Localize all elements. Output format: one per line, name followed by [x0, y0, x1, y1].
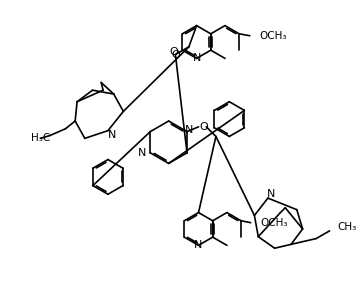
Text: O: O — [199, 122, 208, 132]
Text: N: N — [194, 240, 203, 250]
Text: CH₃: CH₃ — [337, 222, 357, 232]
Text: OCH₃: OCH₃ — [260, 31, 287, 41]
Text: H₃C: H₃C — [31, 133, 50, 143]
Text: O: O — [169, 47, 178, 57]
Text: N: N — [107, 130, 116, 139]
Text: OCH₃: OCH₃ — [260, 218, 288, 228]
Text: N: N — [185, 125, 193, 135]
Text: N: N — [267, 189, 275, 199]
Text: N: N — [192, 53, 201, 63]
Text: N: N — [138, 148, 146, 158]
Text: O: O — [171, 49, 180, 59]
